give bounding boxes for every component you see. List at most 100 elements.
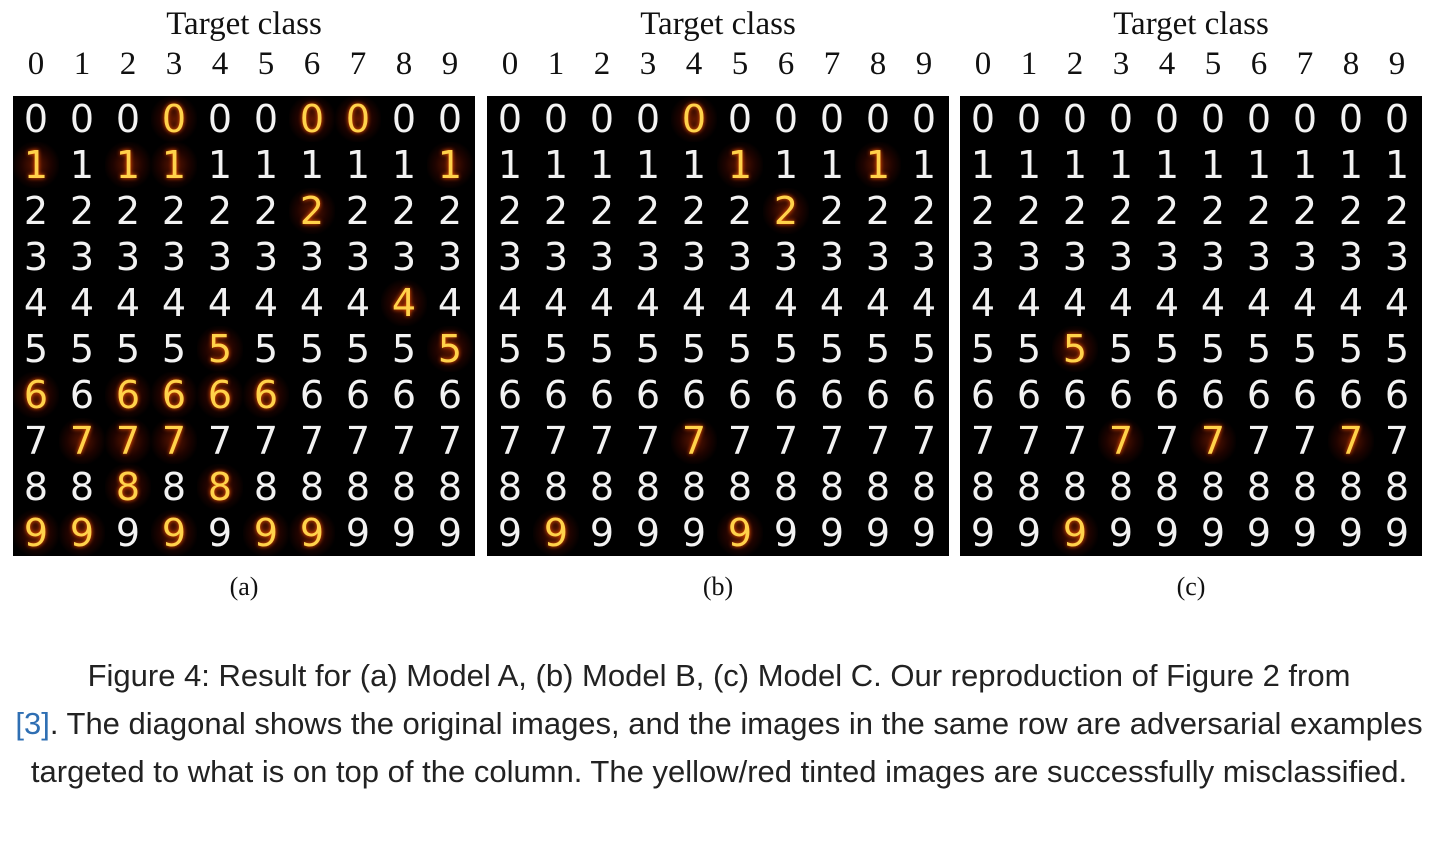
digit-cell: 6: [345, 373, 371, 417]
digit-cell: 2: [865, 189, 891, 233]
digit-cell: 7: [497, 419, 523, 463]
digit-cell: 0: [589, 97, 615, 141]
digit-cell: 9: [911, 511, 937, 555]
digit-cell: 1: [819, 143, 845, 187]
digit-cell: 5: [819, 327, 845, 371]
digit-cell: 3: [970, 235, 996, 279]
digit-cell: 6: [197, 372, 243, 418]
digit-cell: 1: [1384, 143, 1410, 187]
digit-cell: 9: [1154, 511, 1180, 555]
digit-cell: 0: [335, 96, 381, 142]
digit-cell: 8: [1384, 465, 1410, 509]
digit-cell: 5: [589, 327, 615, 371]
column-label-6: 6: [777, 46, 795, 82]
column-label-2: 2: [119, 46, 137, 82]
digit-cell: 8: [865, 465, 891, 509]
digit-cell: 0: [865, 97, 891, 141]
digit-cell: 6: [1154, 373, 1180, 417]
digit-cell: 7: [543, 419, 569, 463]
digit-cell: 4: [1384, 281, 1410, 325]
column-label-8: 8: [395, 46, 413, 82]
digit-cell: 2: [681, 189, 707, 233]
digit-cell: 7: [1384, 419, 1410, 463]
digit-cell: 2: [289, 188, 335, 234]
digit-cell: 3: [911, 235, 937, 279]
digit-cell: 3: [391, 235, 417, 279]
digit-cell: 6: [970, 373, 996, 417]
digit-cell: 1: [1062, 143, 1088, 187]
digit-cell: 8: [635, 465, 661, 509]
digit-cell: 4: [497, 281, 523, 325]
digit-cell: 3: [589, 235, 615, 279]
digit-cell: 7: [59, 418, 105, 464]
digit-cell: 3: [1246, 235, 1272, 279]
digit-cell: 8: [1292, 465, 1318, 509]
digit-cell: 7: [1062, 419, 1088, 463]
column-label-0: 0: [501, 46, 519, 82]
digit-cell: 9: [243, 510, 289, 556]
digit-cell: 9: [970, 511, 996, 555]
digit-cell: 7: [970, 419, 996, 463]
digit-cell: 8: [589, 465, 615, 509]
digit-cell: 3: [635, 235, 661, 279]
digit-cell: 7: [299, 419, 325, 463]
digit-cell: 8: [773, 465, 799, 509]
digit-cell: 8: [437, 465, 463, 509]
digit-cell: 2: [115, 189, 141, 233]
digit-cell: 5: [1016, 327, 1042, 371]
digit-cell: 6: [1338, 373, 1364, 417]
digit-cell: 1: [773, 143, 799, 187]
digit-cell: 4: [299, 281, 325, 325]
digit-cell: 8: [1200, 465, 1226, 509]
digit-cell: 8: [299, 465, 325, 509]
digit-cell: 1: [1016, 143, 1042, 187]
panel-title: Target class: [640, 6, 796, 42]
digit-cell: 7: [345, 419, 371, 463]
digit-cell: 6: [1016, 373, 1042, 417]
digit-cell: 5: [681, 327, 707, 371]
digit-cell: 8: [911, 465, 937, 509]
digit-cell: 6: [437, 373, 463, 417]
digit-cell: 2: [161, 189, 187, 233]
digit-cell: 4: [1062, 281, 1088, 325]
digit-cell: 7: [865, 419, 891, 463]
digit-cell: 4: [1292, 281, 1318, 325]
digit-cell: 9: [1292, 511, 1318, 555]
digit-cell: 0: [1246, 97, 1272, 141]
digit-cell: 6: [727, 373, 753, 417]
digit-cell: 1: [299, 143, 325, 187]
digit-cell: 4: [1154, 281, 1180, 325]
reference-link[interactable]: [3]: [15, 706, 50, 741]
digit-cell: 4: [773, 281, 799, 325]
digit-cell: 1: [681, 143, 707, 187]
digit-cell: 6: [1062, 373, 1088, 417]
digit-cell: 8: [345, 465, 371, 509]
digit-cell: 5: [543, 327, 569, 371]
digit-cell: 6: [1292, 373, 1318, 417]
column-label-9: 9: [1388, 46, 1406, 82]
digit-cell: 8: [1154, 465, 1180, 509]
digit-cell: 2: [589, 189, 615, 233]
digit-cell: 6: [151, 372, 197, 418]
digit-cell: 6: [497, 373, 523, 417]
digit-cell: 0: [115, 97, 141, 141]
digit-cell: 2: [1016, 189, 1042, 233]
digit-cell: 9: [207, 511, 233, 555]
digit-cell: 2: [207, 189, 233, 233]
digit-cell: 2: [497, 189, 523, 233]
digit-cell: 3: [497, 235, 523, 279]
digit-cell: 8: [197, 464, 243, 510]
column-label-2: 2: [593, 46, 611, 82]
digit-cell: 7: [727, 419, 753, 463]
digit-cell: 2: [391, 189, 417, 233]
digit-cell: 2: [635, 189, 661, 233]
digit-cell: 3: [1384, 235, 1410, 279]
digit-cell: 3: [23, 235, 49, 279]
digit-cell: 1: [855, 142, 901, 188]
digit-cell: 9: [681, 511, 707, 555]
digit-cell: 9: [1338, 511, 1364, 555]
digit-cell: 0: [391, 97, 417, 141]
digit-cell: 9: [391, 511, 417, 555]
digit-cell: 1: [635, 143, 661, 187]
